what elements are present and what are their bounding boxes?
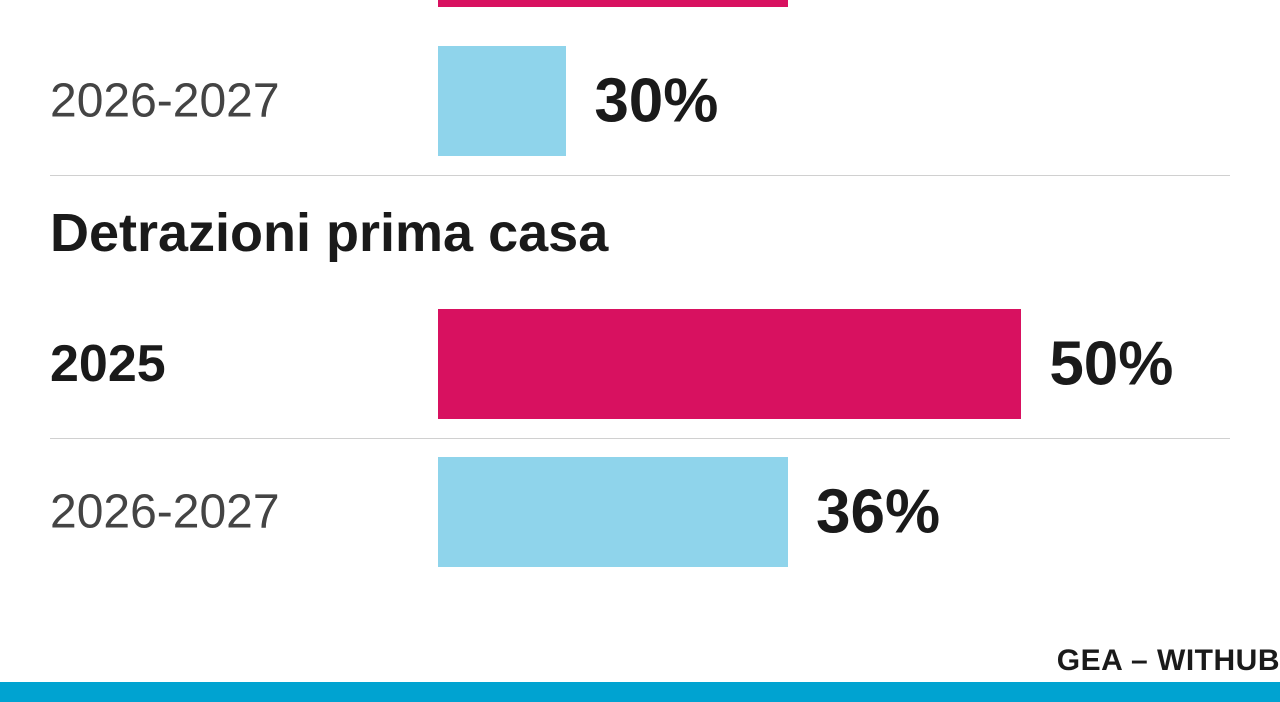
bar-track (438, 457, 788, 567)
row-value-label: 36% (816, 477, 940, 548)
bar-row: 2026-2027 30% (50, 26, 1230, 176)
bar-track (438, 46, 566, 156)
bar-row: 2025 50% (50, 290, 1230, 439)
row-year-label: 2025 (50, 334, 166, 394)
section-title: Detrazioni prima casa (50, 202, 608, 264)
bar-fill (438, 457, 788, 567)
chart-area: 2026-2027 30% Detrazioni prima casa 2025… (50, 0, 1230, 702)
row-year-label: 2026-2027 (50, 485, 280, 540)
row-value-label: 30% (594, 66, 718, 137)
row-year-label: 2026-2027 (50, 74, 280, 129)
row-value-label: 50% (1049, 329, 1173, 400)
cropped-bar-sliver (438, 0, 788, 7)
bar-row: 2026-2027 36% (50, 438, 1230, 586)
source-credit: GEA – WITHUB (1057, 644, 1280, 678)
bar-track (438, 309, 1021, 419)
footer-strip (0, 682, 1280, 702)
bar-fill (438, 46, 566, 156)
bar-fill (438, 309, 1021, 419)
